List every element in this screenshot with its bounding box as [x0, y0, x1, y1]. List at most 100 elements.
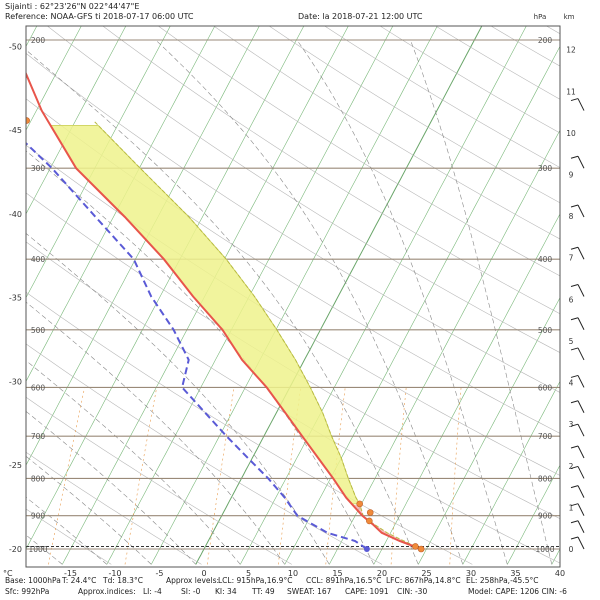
isotherm-line [195, 26, 483, 565]
x-tick-label: 40 [555, 569, 565, 578]
wind-barb-icon [570, 317, 579, 321]
pressure-tick-left: 900 [31, 512, 46, 521]
dry-adiabat-line [268, 26, 560, 204]
wind-barb-icon [577, 204, 585, 218]
profile-lines [26, 71, 422, 550]
wind-barb-icon [577, 375, 585, 388]
pressure-tick-right: 600 [538, 383, 553, 392]
wind-barbs [570, 98, 585, 550]
cape-fill [49, 125, 361, 505]
wind-barb-icon [570, 98, 579, 102]
plot-frame [25, 25, 561, 568]
isotherm-line [284, 45, 560, 565]
date-label: Date: la 2018-07-21 12:00 UTC [298, 12, 423, 21]
p-unit-label: hPa [534, 13, 547, 21]
level-marker [366, 509, 374, 516]
x-tick-label: 25 [421, 569, 431, 578]
wind-barb-icon [570, 423, 579, 427]
dry-adiabat-line [26, 291, 473, 565]
level-markers [26, 117, 425, 553]
x-tick-label: -5 [156, 569, 164, 578]
wind-barb-icon [577, 466, 585, 479]
x-tick-label: 30 [466, 569, 476, 578]
sfc-label: Sfc: 992hPa [5, 587, 50, 596]
base-label: Base: 1000hPa [5, 576, 61, 585]
x-tick-label: 0 [201, 569, 206, 578]
x-tick-label: 20 [377, 569, 387, 578]
pressure-tick-left: 300 [31, 164, 46, 173]
moist-adiabat-line [26, 455, 152, 565]
pressure-tick-right: 300 [538, 164, 553, 173]
dry-adiabat-line [26, 52, 560, 393]
height-tick-label: 7 [569, 254, 574, 263]
height-tick-label: 1 [569, 503, 574, 512]
pressure-tick-right: 700 [538, 432, 553, 441]
wind-barb-icon [577, 400, 585, 413]
moist-adiabat-line [26, 232, 330, 565]
wind-barb-icon [570, 204, 579, 208]
isotherm-tick-label: -45 [9, 126, 22, 135]
dry-adiabat-grid [0, 0, 600, 565]
dry-adiabat-line [102, 26, 560, 315]
pressure-tick-left: 500 [31, 326, 46, 335]
dry-adiabat-line [26, 343, 383, 565]
moist-adiabat-line [26, 150, 375, 565]
mixing-ratio-line [449, 387, 462, 565]
levels-label: Approx levels: [166, 576, 220, 585]
wind-barb-icon [577, 520, 585, 534]
el-label: EL: 258hPa,-45.5°C [466, 576, 539, 585]
dry-adiabat-line [362, 0, 600, 564]
location-label: Sijainti : 62°23'26"N 022°44'47"E [5, 2, 140, 11]
height-tick-label: 11 [566, 87, 576, 96]
tt-label: TT: 49 [252, 587, 275, 596]
moist-adiabat-grid [26, 39, 553, 565]
lcl-label: LCL: 915hPa,16.9°C [218, 576, 293, 585]
mixing-ratio-line [390, 387, 407, 565]
dry-adiabat-line [0, 0, 21, 564]
wind-barb-icon [577, 246, 585, 260]
height-tick-label: 3 [569, 420, 574, 429]
td-label: Td: 18.3°C [103, 576, 143, 585]
cape-label: CAPE: 1091 [345, 587, 389, 596]
wind-barb-icon [577, 445, 585, 459]
x-tick-label: -15 [64, 569, 77, 578]
isobar-grid [26, 39, 560, 550]
ccl-label: CCL: 891hPa,16.5°C [306, 576, 382, 585]
wind-barb-icon [577, 284, 585, 297]
pressure-tick-left: 200 [31, 36, 46, 45]
isotherm-tick-label: -25 [9, 461, 22, 470]
axis-labels: °C -15 -10 -5 0 5 10 15 20 25 30 35 40-50-45-40-35-3… [3, 13, 576, 578]
isotherm-line [151, 26, 438, 565]
x-tick-label: 15 [332, 569, 342, 578]
isotherm-line [240, 26, 527, 565]
wind-barb-icon [570, 283, 579, 287]
height-tick-label: 9 [569, 170, 574, 179]
model-label: Model: CAPE: 1206 CIN: -6 [468, 587, 567, 596]
level-marker [356, 500, 363, 508]
mixing-ratio-line [207, 387, 235, 565]
wind-barb-icon [577, 485, 585, 498]
moist-adiabat-line [296, 39, 508, 565]
isotherm-line [26, 26, 216, 382]
wind-barb-icon [570, 246, 579, 250]
lfc-label: LFC: 867hPa,14.8°C [386, 576, 461, 585]
wind-barb-icon [577, 347, 585, 361]
wind-barb-icon [577, 423, 585, 437]
pressure-tick-left: 1000 [28, 545, 47, 554]
height-tick-label: 10 [566, 129, 576, 138]
wind-barb-icon [570, 155, 579, 159]
mixing-ratio-line [325, 387, 346, 565]
dry-adiabat-line [26, 508, 112, 565]
isotherm-line [462, 380, 560, 565]
wind-barb-icon [570, 485, 579, 489]
x-unit-label: °C [3, 569, 13, 578]
level-marker [366, 517, 373, 525]
dry-adiabat-line [213, 26, 560, 240]
indices-label: Approx.indices: [78, 587, 136, 596]
sweat-label: SWEAT: 167 [287, 587, 332, 596]
wind-barb-icon [570, 347, 579, 351]
dewpoint-marker [363, 546, 370, 552]
mixing-ratio-line [48, 387, 85, 565]
moist-adiabat-line [410, 39, 553, 565]
